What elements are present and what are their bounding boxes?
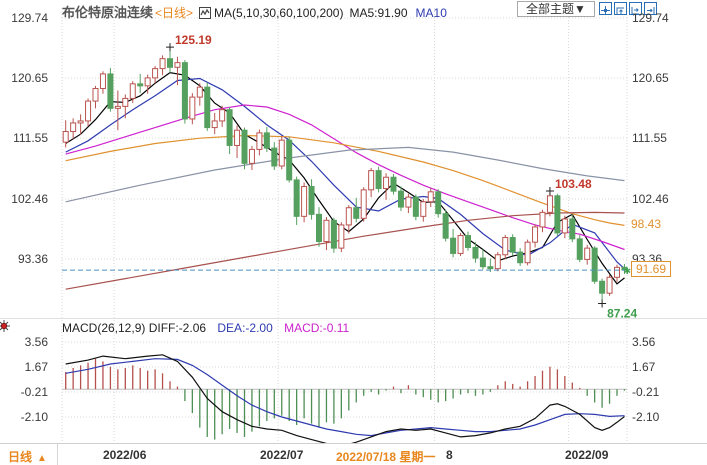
- indicator-settings-icon[interactable]: [0, 319, 11, 338]
- macd-tick-left: 3.56: [24, 335, 48, 349]
- ma-value-label: 98.43: [631, 217, 662, 232]
- month-label: 2022/07: [260, 448, 304, 462]
- month-label: 2022/06: [103, 448, 147, 462]
- macd-tick-right: -2.10: [632, 410, 660, 424]
- svg-text:87.24: 87.24: [607, 307, 637, 321]
- ma-indicator-icon: [199, 7, 212, 22]
- price-tick-right: 120.65: [632, 71, 669, 85]
- macd-header: MACD(26,12,9) DIFF:-2.06 DEA:-2.00 MACD:…: [62, 321, 349, 335]
- bottom-bar: 日线 ▲ 2022/06 2022/07 2022/07/18 星期一 8 2022/09: [0, 443, 707, 465]
- last-price-label: 91.69: [631, 261, 672, 278]
- period-selector[interactable]: 日线 ▲: [8, 448, 47, 465]
- ma-settings-label: MA(5,10,30,60,100,200): [214, 6, 344, 20]
- macd-pane: [62, 354, 627, 444]
- pane-divider: [0, 318, 707, 319]
- period-label: 日线: [8, 450, 33, 464]
- price-tick-left: 93.36: [17, 252, 48, 266]
- period-tag: <日线>: [155, 6, 194, 20]
- cursor-date-label: 2022/07/18 星期一: [336, 450, 436, 464]
- macd-value-label: MACD:-0.11: [284, 321, 350, 335]
- month-label: 8: [446, 448, 453, 462]
- price-tick-right: 111.55: [632, 131, 667, 145]
- instrument-title: 布伦特原油连续: [62, 5, 154, 20]
- crosshair-icon[interactable]: [599, 2, 612, 15]
- pane-right-icon[interactable]: [629, 2, 642, 15]
- macd-params-diff-label: MACD(26,12,9) DIFF:-2.06: [62, 321, 207, 335]
- bottom-bar-separator: [57, 444, 58, 465]
- macd-tick-right: 3.56: [632, 335, 656, 349]
- pane-last-icon[interactable]: [644, 2, 657, 15]
- chart-header: 布伦特原油连续 <日线> MA(5,10,30,60,100,200) MA5:91.…: [62, 2, 447, 20]
- month-label: 2022/09: [565, 448, 609, 462]
- macd-tick-left: 1.67: [24, 360, 48, 374]
- price-tick-left: 102.46: [11, 192, 48, 206]
- pane-up-icon[interactable]: [614, 2, 627, 15]
- price-tick-right: 129.74: [632, 11, 669, 25]
- header-toolbar: [599, 2, 657, 15]
- candlesticks: [62, 48, 627, 300]
- theme-dropdown[interactable]: 全部主题▼: [517, 1, 595, 17]
- macd-tick-left: -0.21: [20, 385, 48, 399]
- price-tick-right: 102.46: [632, 192, 669, 206]
- macd-tick-right: -0.21: [632, 385, 660, 399]
- macd-dea-label: DEA:-2.00: [217, 321, 273, 335]
- ma-lines: [65, 71, 625, 290]
- chart-overlays: 125.19 103.48 87.24 ✱: [62, 33, 637, 321]
- svg-text:125.19: 125.19: [175, 33, 212, 47]
- ma10-label: MA10: [415, 6, 447, 20]
- ma5-value-label: MA5:91.90: [349, 6, 408, 20]
- grid-lines: [61, 8, 628, 443]
- price-tick-left: 129.74: [11, 11, 48, 25]
- theme-dropdown-label: 全部主题▼: [526, 2, 586, 16]
- price-tick-left: 111.55: [13, 131, 48, 145]
- price-tick-left: 120.65: [11, 71, 48, 85]
- macd-tick-left: -2.10: [20, 410, 48, 424]
- svg-text:103.48: 103.48: [555, 177, 592, 191]
- period-arrow-icon: ▲: [37, 453, 47, 464]
- macd-tick-right: 1.67: [632, 360, 656, 374]
- svg-text:✱: ✱: [623, 266, 631, 276]
